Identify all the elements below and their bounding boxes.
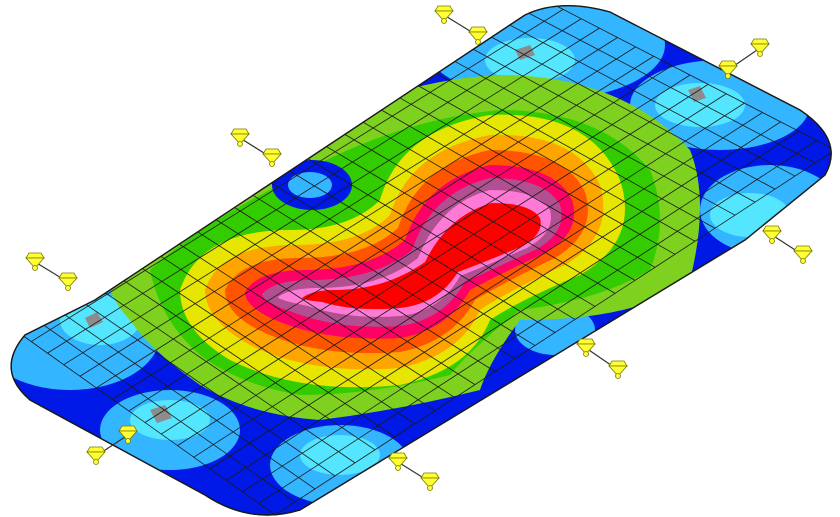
mesh-line-v	[128, 65, 673, 412]
plate-edge	[10, 5, 832, 516]
mesh-line-v	[193, 102, 745, 458]
cyan-spot-6	[300, 435, 380, 475]
mesh-line-v	[144, 74, 691, 423]
blue-bump-inner	[288, 172, 332, 198]
mesh-line-v	[63, 27, 600, 366]
pin-support-icon	[118, 425, 138, 444]
mesh-line-v	[79, 37, 618, 377]
pin-support-icon	[468, 26, 488, 45]
pin-support-icon	[608, 360, 628, 379]
pin-support-icon	[718, 60, 738, 79]
mesh-line-v	[47, 18, 582, 354]
cyan-spot-2	[655, 83, 745, 127]
support-bottom-center	[388, 452, 440, 491]
pin-support-icon	[262, 148, 282, 167]
pin-support-icon	[25, 252, 45, 271]
mesh-line-v	[258, 140, 818, 504]
mesh-line-v	[226, 121, 781, 481]
mesh-line-v	[112, 55, 654, 400]
pin-support-icon	[420, 472, 440, 491]
pin-support-icon	[762, 225, 782, 244]
pin-support-icon	[434, 5, 454, 24]
support-center-right	[576, 338, 628, 379]
support-top-center	[434, 5, 488, 45]
mesh-line-v	[209, 112, 763, 470]
fe-mesh	[14, 5, 832, 515]
pin-support-icon	[750, 38, 770, 57]
support-markers	[25, 5, 813, 491]
mesh-line-v	[96, 46, 636, 389]
mesh-line-v	[274, 149, 832, 515]
mesh-line-v	[242, 130, 799, 493]
pin-support-icon	[576, 338, 596, 357]
mesh-line-v	[161, 84, 709, 435]
pin-support-icon	[58, 272, 78, 291]
pin-support-icon	[86, 446, 106, 465]
pin-support-icon	[793, 245, 813, 264]
support-left	[25, 252, 78, 291]
support-bottom-left	[86, 425, 138, 465]
pin-support-icon	[388, 452, 408, 471]
support-top-right	[718, 38, 770, 79]
grey-spot-3	[85, 312, 103, 328]
pin-support-icon	[230, 128, 250, 147]
support-upper-left	[230, 128, 282, 167]
grey-spot-2	[688, 86, 706, 102]
grey-spot-1	[515, 45, 535, 60]
cyan-spot-1	[485, 38, 575, 82]
grey-spot-4	[150, 405, 172, 423]
mesh-line-v	[31, 9, 564, 342]
mesh-line-v	[177, 93, 727, 446]
support-right	[762, 225, 813, 264]
